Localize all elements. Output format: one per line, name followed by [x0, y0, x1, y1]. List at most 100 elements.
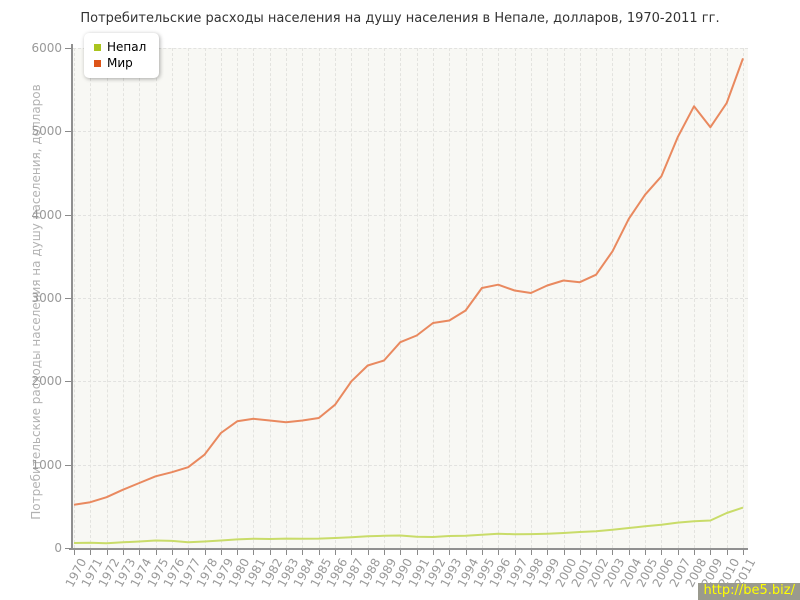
gridline-vertical	[335, 48, 337, 548]
gridline-vertical	[449, 48, 451, 548]
x-axis-tick	[122, 550, 124, 555]
series-line-mir	[73, 58, 744, 506]
gridline-vertical	[318, 48, 320, 548]
plot-area	[73, 48, 748, 549]
gridline-vertical	[286, 48, 288, 548]
x-axis-tick	[563, 550, 565, 555]
legend-label-mir: Мир	[107, 56, 133, 70]
y-tick-label: 2000	[31, 374, 62, 389]
gridline-vertical	[90, 48, 92, 548]
series-line-nepal	[73, 506, 744, 545]
series-plot	[73, 58, 744, 545]
gridline-vertical	[742, 48, 744, 548]
gridline-vertical	[400, 48, 402, 548]
gridline-horizontal	[73, 381, 748, 383]
gridline-vertical	[188, 48, 190, 548]
y-axis-tick	[65, 131, 71, 133]
gridline-vertical	[514, 48, 516, 548]
x-axis-tick	[351, 550, 353, 555]
x-axis-tick	[139, 550, 141, 555]
legend-swatch-mir	[94, 59, 101, 67]
y-tick-label: 6000	[31, 41, 62, 55]
chart-title: Потребительские расходы населения на душ…	[80, 11, 720, 26]
y-tick-label: 0	[54, 541, 62, 555]
x-axis-tick	[384, 550, 386, 555]
y-axis-tick	[65, 214, 71, 216]
legend-item-mir[interactable]: Мир	[94, 55, 146, 71]
gridline-vertical	[237, 48, 239, 548]
x-axis-tick	[481, 550, 483, 555]
legend: Непал Мир	[84, 33, 160, 78]
x-axis-tick	[694, 550, 696, 555]
gridline-vertical	[677, 48, 679, 548]
gridline-vertical	[367, 48, 369, 548]
x-axis-tick	[416, 550, 418, 555]
x-axis-tick	[90, 550, 92, 555]
x-axis-tick	[432, 550, 434, 555]
x-axis-tick	[269, 550, 271, 555]
x-axis-tick	[710, 550, 712, 555]
x-axis-tick	[465, 550, 467, 555]
gridline-vertical	[481, 48, 483, 548]
x-axis-tick	[645, 550, 647, 555]
gridline-vertical	[432, 48, 434, 548]
x-axis-tick	[579, 550, 581, 555]
gridline-vertical	[253, 48, 255, 548]
x-axis-tick	[302, 550, 304, 555]
gridline-vertical	[612, 48, 614, 548]
gridline-vertical	[579, 48, 581, 548]
gridline-vertical	[465, 48, 467, 548]
x-axis-tick	[171, 550, 173, 555]
gridline-vertical	[220, 48, 222, 548]
y-axis-tick	[65, 548, 71, 549]
x-axis-tick	[253, 550, 255, 555]
x-axis-tick	[400, 550, 402, 555]
gridline-horizontal	[73, 464, 748, 466]
gridline-horizontal	[73, 48, 748, 49]
gridline-vertical	[498, 48, 500, 548]
y-axis-tick	[65, 298, 71, 299]
x-axis-tick	[547, 550, 549, 555]
x-axis-tick	[106, 550, 108, 555]
y-axis-tick	[65, 381, 71, 383]
x-axis-tick	[449, 550, 451, 555]
gridline-vertical	[204, 48, 206, 548]
x-axis-line	[69, 548, 748, 550]
y-tick-label: 3000	[31, 291, 62, 305]
gridline-vertical	[563, 48, 565, 548]
legend-item-nepal[interactable]: Непал	[94, 39, 146, 55]
gridline-vertical	[302, 48, 304, 548]
x-axis-tick	[74, 550, 75, 555]
y-tick-label: 5000	[31, 124, 62, 139]
watermark-link[interactable]: http://be5.biz/	[698, 583, 800, 600]
x-axis-tick	[155, 550, 157, 555]
gridline-vertical	[269, 48, 271, 548]
gridline-vertical	[351, 48, 353, 548]
x-axis-tick	[628, 550, 630, 555]
x-axis-tick	[661, 550, 663, 555]
y-tick-label: 4000	[31, 207, 62, 222]
x-axis-tick	[188, 550, 190, 555]
legend-swatch-nepal	[94, 43, 101, 51]
gridline-horizontal	[73, 214, 748, 216]
x-axis-tick	[742, 550, 744, 555]
gridline-vertical	[416, 48, 418, 548]
grid-layer	[73, 48, 748, 549]
y-tick-label: 1000	[31, 457, 62, 472]
x-axis-tick	[612, 550, 614, 555]
gridline-vertical	[661, 48, 663, 548]
x-axis-tick	[498, 550, 500, 555]
x-axis-tick	[514, 550, 516, 555]
x-axis-tick	[677, 550, 679, 555]
x-axis-tick	[530, 550, 532, 555]
y-axis-line	[71, 44, 73, 550]
legend-label-nepal: Непал	[107, 40, 147, 54]
x-axis-tick	[367, 550, 369, 555]
gridline-horizontal	[73, 298, 748, 299]
gridline-vertical	[122, 48, 124, 548]
gridline-vertical	[171, 48, 173, 548]
gridline-vertical	[139, 48, 141, 548]
x-axis-tick	[726, 550, 728, 555]
gridline-horizontal	[73, 131, 748, 133]
